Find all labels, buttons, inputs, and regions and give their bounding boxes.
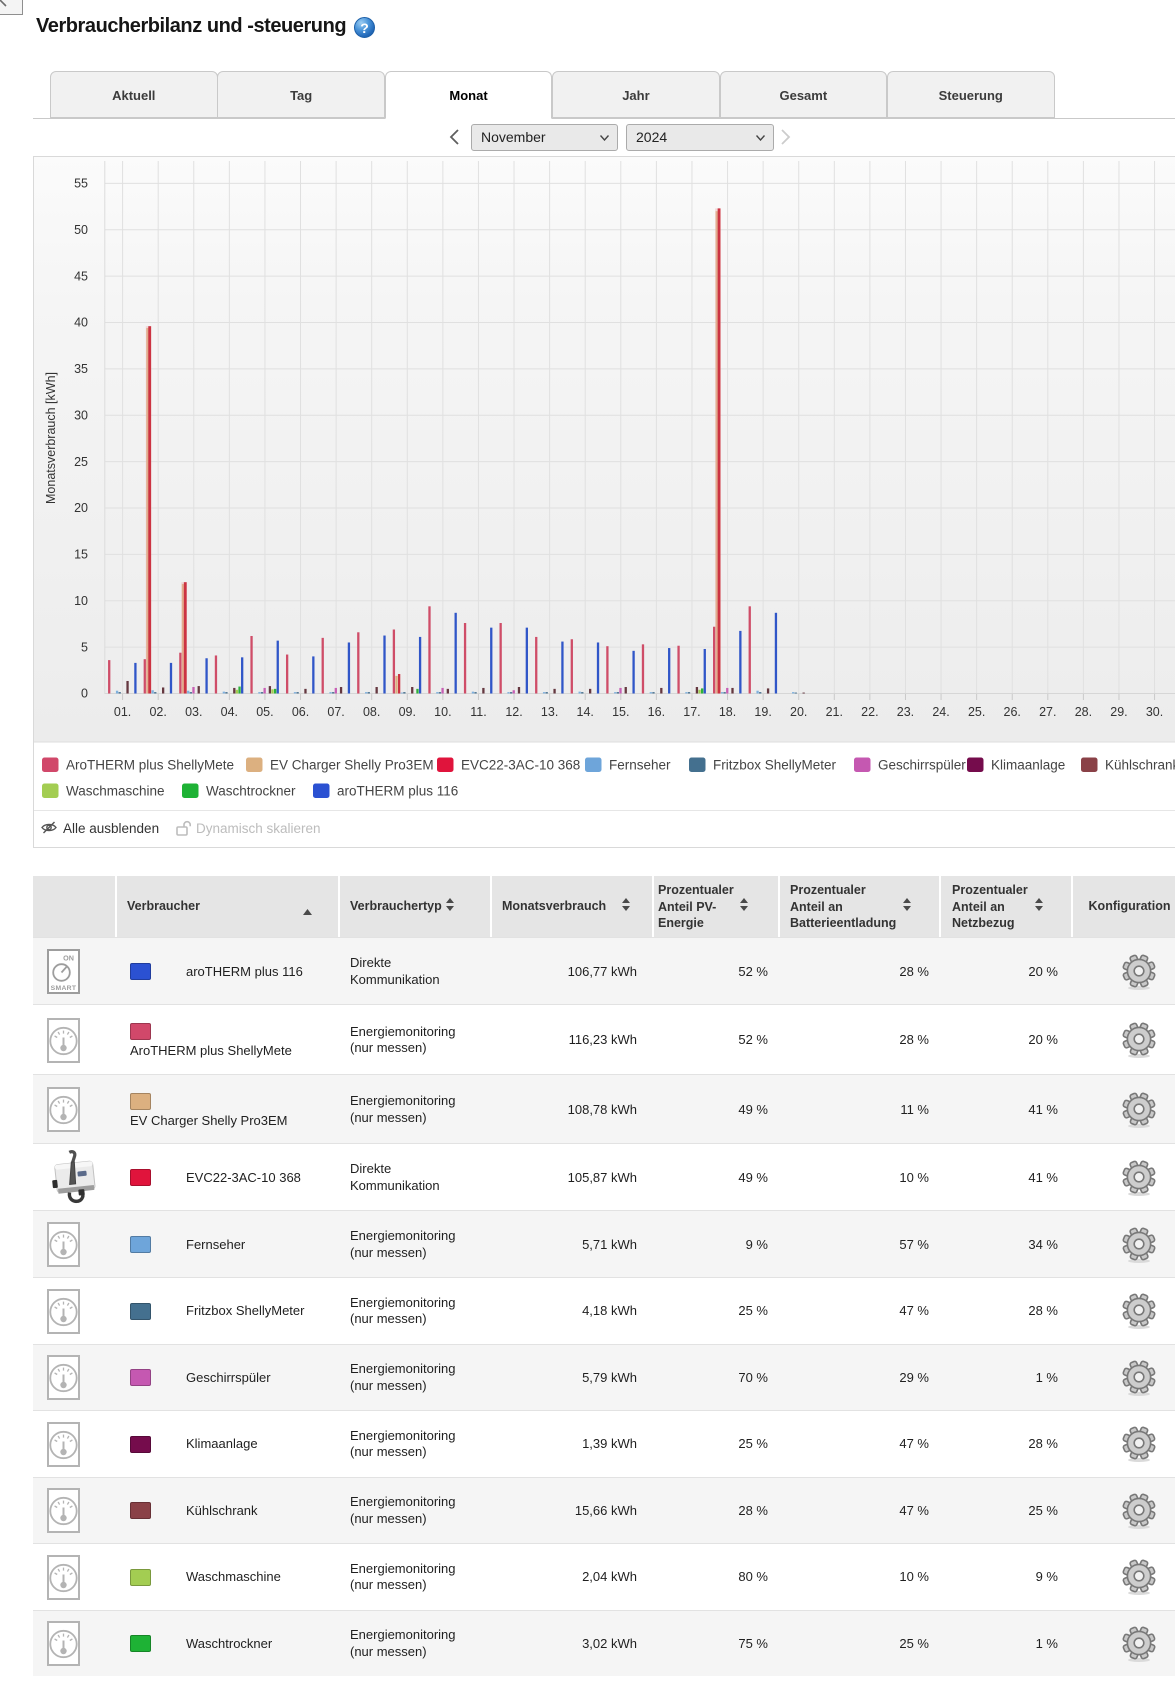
svg-text:EV Charger Shelly Pro3EM: EV Charger Shelly Pro3EM [270,758,434,773]
svg-text:Fritzbox ShellyMeter: Fritzbox ShellyMeter [713,758,837,773]
svg-text:0: 0 [81,687,88,701]
svg-text:25: 25 [74,455,88,469]
svg-text:20.: 20. [790,705,807,719]
svg-text:15.: 15. [612,705,629,719]
svg-text:02.: 02. [149,705,166,719]
svg-text:Dynamisch skalieren: Dynamisch skalieren [196,821,321,836]
svg-text:16.: 16. [648,705,665,719]
svg-text:20: 20 [74,501,88,515]
svg-text:ON: ON [63,954,74,963]
svg-text:27.: 27. [1039,705,1056,719]
svg-text:06.: 06. [292,705,309,719]
svg-text:45: 45 [74,269,88,283]
svg-text:Fernseher: Fernseher [609,758,671,773]
svg-text:SMART: SMART [51,985,77,992]
svg-text:10.: 10. [434,705,451,719]
svg-text:Waschmaschine: Waschmaschine [66,784,165,799]
svg-text:18.: 18. [719,705,736,719]
svg-text:12.: 12. [505,705,522,719]
svg-text:Waschtrockner: Waschtrockner [206,784,296,799]
svg-text:10: 10 [74,594,88,608]
svg-text:04.: 04. [221,705,238,719]
svg-text:Geschirrspüler: Geschirrspüler [878,758,966,773]
svg-text:25.: 25. [968,705,985,719]
svg-text:17.: 17. [683,705,700,719]
svg-text:19.: 19. [754,705,771,719]
svg-text:07.: 07. [327,705,344,719]
svg-text:03.: 03. [185,705,202,719]
svg-text:5: 5 [81,640,88,654]
svg-text:22.: 22. [861,705,878,719]
svg-text:09.: 09. [399,705,416,719]
svg-text:05.: 05. [256,705,273,719]
svg-text:26.: 26. [1004,705,1021,719]
svg-text:EVC22-3AC-10 368: EVC22-3AC-10 368 [461,758,580,773]
svg-text:30.: 30. [1146,705,1163,719]
svg-text:29.: 29. [1110,705,1127,719]
svg-text:15: 15 [74,548,88,562]
svg-text:21.: 21. [826,705,843,719]
svg-text:13.: 13. [541,705,558,719]
svg-text:55: 55 [74,177,88,191]
svg-text:08.: 08. [363,705,380,719]
svg-text:24.: 24. [932,705,949,719]
svg-text:50: 50 [74,223,88,237]
svg-text:Alle ausblenden: Alle ausblenden [63,821,159,836]
svg-text:Monatsverbrauch [kWh]: Monatsverbrauch [kWh] [44,372,58,504]
svg-text:23.: 23. [897,705,914,719]
svg-text:28.: 28. [1075,705,1092,719]
svg-text:Kühlschrank: Kühlschrank [1105,758,1175,773]
svg-text:30: 30 [74,408,88,422]
svg-text:AroTHERM plus ShellyMete: AroTHERM plus ShellyMete [66,758,234,773]
svg-text:14.: 14. [577,705,594,719]
svg-text:40: 40 [74,316,88,330]
svg-text:01.: 01. [114,705,131,719]
svg-text:Klimaanlage: Klimaanlage [991,758,1065,773]
svg-text:11.: 11. [470,705,486,719]
svg-text:35: 35 [74,362,88,376]
svg-text:aroTHERM plus 116: aroTHERM plus 116 [337,784,458,799]
